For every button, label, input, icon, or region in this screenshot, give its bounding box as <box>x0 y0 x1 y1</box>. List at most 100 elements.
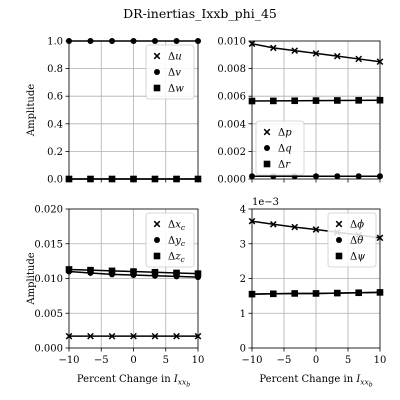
x-tick-label: 0 <box>130 355 136 366</box>
y-tick-label: 0.000 <box>34 344 63 355</box>
legend-marker <box>154 69 160 75</box>
y-tick-label: 0.6 <box>47 92 63 103</box>
plot-frame <box>251 208 381 349</box>
x-axis-label: Percent Change in Ixxb <box>259 374 372 389</box>
data-point <box>291 223 299 231</box>
legend-marker <box>335 252 343 260</box>
legend-label: Δq <box>278 144 292 155</box>
y-axis-label: Amplitude <box>26 252 37 305</box>
data-point <box>151 332 159 340</box>
y-tick-label: 2 <box>240 274 246 285</box>
legend-label: Δθ <box>350 236 363 247</box>
legend-marker <box>154 237 160 243</box>
legend-marker <box>335 220 343 228</box>
legend-marker <box>263 160 271 168</box>
legend-label: Δψ <box>350 252 365 263</box>
data-point <box>312 97 320 104</box>
y-tick-label: 0.008 <box>217 64 246 75</box>
legend-marker <box>263 128 271 136</box>
y-tick-label: 4 <box>240 205 246 216</box>
panel-top-left: 0.0 0.2 0.4 0.6 0.8 1.0 Δu Δv Δw Amplitude <box>26 37 202 186</box>
data-point <box>269 44 277 52</box>
x-axis-label: Percent Change in Ixxb <box>77 374 190 389</box>
x-tick-label: −5 <box>94 355 109 366</box>
y-axis-label: Amplitude <box>26 84 37 137</box>
panel-top-right: 0.000 0.002 0.004 0.006 0.008 0.010 Δp Δq Δr <box>217 37 384 186</box>
data-point <box>130 332 137 340</box>
panel-bottom-left: 0.000 0.005 0.010 0.015 0.020 −10 −5 0 5 10 Δxc Δyc… <box>26 205 204 389</box>
y-tick-label: 0.4 <box>47 119 63 130</box>
y-tick-label: 3 <box>240 239 246 250</box>
x-tick-label: 5 <box>163 355 169 366</box>
x-tick-label: 10 <box>192 355 205 366</box>
legend-label: Δxc <box>168 220 186 233</box>
data-point <box>87 332 94 340</box>
x-tick-label: −10 <box>58 355 79 366</box>
y-tick-label: 0.006 <box>217 92 246 103</box>
legend-marker <box>264 145 270 151</box>
legend-marker <box>336 237 342 243</box>
x-tick-label: −10 <box>241 355 262 366</box>
plot-frame <box>68 40 199 180</box>
data-point <box>270 290 277 298</box>
legend-label: Δv <box>168 68 181 79</box>
data-point <box>312 226 320 233</box>
y-tick-label: 0.002 <box>217 147 246 158</box>
y-tick-label: 0.020 <box>34 205 63 216</box>
data-point <box>333 52 341 60</box>
y-tick-label: 1 <box>240 309 246 320</box>
data-point <box>291 47 299 54</box>
axis-exponent: 1e−3 <box>252 197 279 208</box>
data-point <box>108 332 116 340</box>
data-point <box>355 55 363 63</box>
data-point <box>355 289 362 297</box>
y-tick-label: 1.0 <box>47 37 63 48</box>
y-tick-label: 0.8 <box>47 64 63 75</box>
legend-label: Δw <box>168 84 184 95</box>
data-point <box>269 220 277 228</box>
y-tick-label: 0.004 <box>217 119 246 130</box>
x-tick-label: −5 <box>277 355 292 366</box>
data-point <box>173 269 180 277</box>
legend-marker <box>153 52 161 60</box>
legend-label: Δzc <box>168 252 186 265</box>
y-tick-label: 0.000 <box>217 175 246 186</box>
y-tick-label: 0.0 <box>47 175 63 186</box>
y-tick-label: 0.2 <box>47 147 63 158</box>
x-tick-label: 0 <box>313 355 319 366</box>
legend-marker <box>153 252 161 260</box>
x-tick-label: 10 <box>374 355 387 366</box>
legend-marker <box>153 220 161 228</box>
data-point <box>151 268 159 276</box>
data-point <box>130 268 137 275</box>
legend-label: Δp <box>278 128 292 139</box>
legend-label: Δu <box>168 52 182 63</box>
data-point <box>313 173 319 180</box>
y-tick-label: 0.015 <box>34 239 63 250</box>
y-tick-label: 0.005 <box>34 309 63 320</box>
legend-label: Δyc <box>168 236 186 249</box>
x-tick-label: 5 <box>345 355 351 366</box>
data-point <box>173 332 180 340</box>
y-tick-label: 0.010 <box>217 37 246 48</box>
data-point <box>355 97 362 104</box>
figure-title: DR-inertias_Ixxb_phi_45 <box>123 6 277 21</box>
legend-label: Δr <box>278 160 291 171</box>
legend-label: Δϕ <box>350 220 364 231</box>
plot-frame <box>68 208 199 349</box>
y-tick-label: 0 <box>240 344 246 355</box>
legend-marker <box>153 84 161 92</box>
data-point <box>334 289 341 297</box>
data-point <box>87 266 94 274</box>
plot-frame <box>251 40 381 180</box>
data-point <box>270 97 277 105</box>
data-point <box>312 290 320 297</box>
data-point <box>108 267 116 275</box>
data-point <box>291 290 298 297</box>
data-point <box>355 173 362 180</box>
y-tick-label: 0.010 <box>34 274 63 285</box>
data-point <box>291 97 298 105</box>
data-point <box>334 173 341 180</box>
data-point <box>312 50 320 57</box>
